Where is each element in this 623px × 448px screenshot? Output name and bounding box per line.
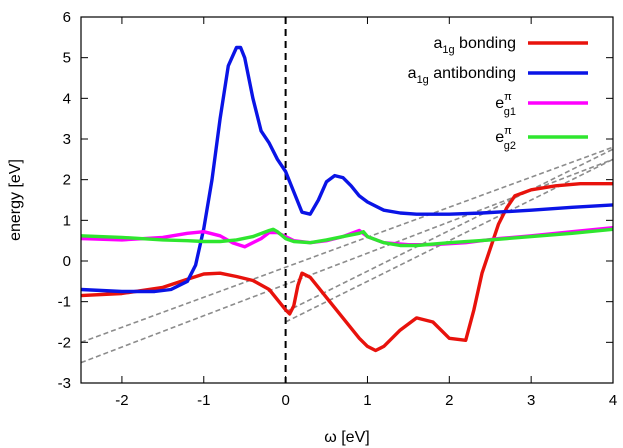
x-tick-label: 0: [281, 392, 289, 409]
y-tick-label: -1: [58, 294, 71, 311]
y-tick-label: 5: [63, 50, 71, 67]
legend-label: a1g antibonding: [408, 65, 516, 86]
y-tick-label: -3: [58, 375, 71, 392]
series-layer: [81, 45, 613, 353]
y-tick-label: 4: [63, 90, 71, 107]
series-line-2: [81, 45, 613, 294]
y-tick-label: 1: [63, 212, 71, 229]
ticks: [81, 16, 614, 384]
x-axis-label: ω [eV]: [324, 429, 369, 446]
y-tick-label: 2: [63, 172, 71, 189]
y-tick-label: 0: [63, 253, 71, 270]
legend-entry-1: a1g bonding: [433, 35, 588, 56]
x-tick-label: 1: [363, 392, 371, 409]
x-tick-label: 4: [609, 392, 617, 409]
series-line-4: [81, 227, 613, 248]
tick-labels: -2 -1 0 1 2 3 4 -3 -2 -1 0 1 2 3 4 5 6: [58, 9, 618, 409]
y-tick-label: 3: [63, 131, 71, 148]
plot-frame: [80, 16, 614, 384]
x-tick-label: 2: [445, 392, 453, 409]
series-line-1: [81, 181, 613, 353]
legend-label: a1g bonding: [433, 35, 516, 56]
reference-line-4: [285, 148, 613, 313]
x-tick-label: -1: [197, 392, 210, 409]
x-tick-label: 3: [527, 392, 535, 409]
y-tick-label: 6: [63, 9, 71, 26]
y-axis-label: energy [eV]: [7, 159, 24, 241]
legend-entry-2: a1g antibonding: [408, 65, 588, 86]
y-tick-label: -2: [58, 334, 71, 351]
reference-line-2: [81, 146, 613, 344]
x-tick-label: -2: [115, 392, 128, 409]
